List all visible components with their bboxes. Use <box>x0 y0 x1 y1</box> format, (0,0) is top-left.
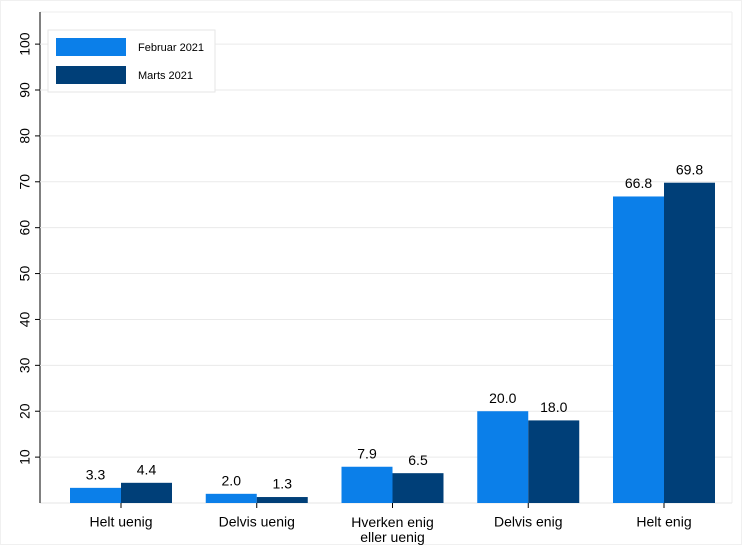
value-label: 3.3 <box>86 467 106 483</box>
x-tick-label: Delvis uenig <box>219 514 295 530</box>
x-tick-label: Delvis enig <box>494 514 562 530</box>
value-label: 69.8 <box>676 161 703 177</box>
legend-label: Februar 2021 <box>138 42 204 54</box>
y-tick-label: 80 <box>17 128 33 144</box>
value-label: 1.3 <box>273 476 293 492</box>
value-label: 6.5 <box>408 452 428 468</box>
bar <box>664 182 715 503</box>
y-tick-label: 20 <box>17 403 33 419</box>
bar <box>613 196 664 503</box>
value-label: 18.0 <box>540 399 567 415</box>
bar <box>205 493 257 503</box>
value-label: 66.8 <box>625 175 652 191</box>
bar <box>528 420 580 503</box>
y-tick-label: 30 <box>17 357 33 373</box>
y-tick-label: 50 <box>17 266 33 282</box>
bar <box>121 482 172 503</box>
value-label: 7.9 <box>357 445 377 461</box>
bar <box>256 497 308 503</box>
value-label: 2.0 <box>222 473 242 489</box>
y-tick-label: 90 <box>17 82 33 98</box>
bar <box>341 466 393 503</box>
y-tick-label: 70 <box>17 174 33 190</box>
bar <box>392 473 444 503</box>
y-tick-label: 100 <box>17 32 33 56</box>
x-tick-label: Hverken enig eller uenig <box>351 514 434 545</box>
legend-label: Marts 2021 <box>138 70 193 82</box>
y-tick-label: 60 <box>17 220 33 236</box>
value-label: 20.0 <box>489 390 516 406</box>
value-label: 4.4 <box>137 462 157 478</box>
bar <box>70 487 121 503</box>
y-tick-label: 40 <box>17 311 33 327</box>
y-tick-label: 10 <box>17 449 33 465</box>
legend-swatch <box>56 66 126 84</box>
bar <box>477 411 529 503</box>
x-tick-label: Helt uenig <box>89 514 152 530</box>
x-tick-label: Helt enig <box>636 514 691 530</box>
legend-swatch <box>56 38 126 56</box>
